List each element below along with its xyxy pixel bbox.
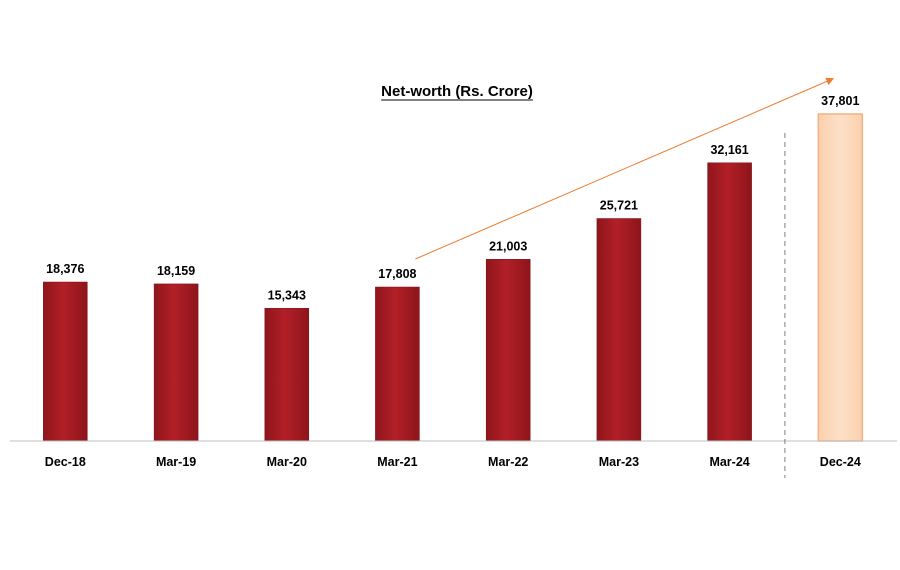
- bar-mar-20: [264, 308, 310, 442]
- bar-mar-19: [153, 283, 199, 442]
- data-label-mar-21: 17,808: [378, 267, 416, 281]
- trend-arrow: [415, 77, 835, 260]
- bar-mar-23: [596, 218, 642, 442]
- bar-mar-21: [375, 286, 420, 442]
- data-label-mar-22: 21,003: [489, 239, 527, 253]
- bar-mar-24: [707, 162, 752, 442]
- chart-title: Net-worth (Rs. Crore): [381, 83, 533, 100]
- bar-dec-24: [817, 113, 864, 442]
- data-label-mar-23: 25,721: [600, 199, 638, 213]
- x-tick-mar-24: Mar-24: [709, 455, 749, 469]
- data-labels-layer: 18,376 18,159 15,343 17,808 21,003 25,721 32,1…: [46, 94, 859, 302]
- x-tick-dec-18: Dec-18: [45, 455, 86, 469]
- x-axis-ticks-layer: Dec-18 Mar-19 Mar-20 Mar-21 Mar-22 Mar-23 Mar-…: [45, 455, 861, 469]
- data-label-dec-18: 18,376: [46, 262, 84, 276]
- bars-layer: [43, 113, 864, 442]
- x-tick-mar-19: Mar-19: [156, 455, 196, 469]
- x-tick-mar-21: Mar-21: [377, 455, 417, 469]
- x-tick-mar-20: Mar-20: [267, 455, 307, 469]
- data-label-mar-20: 15,343: [268, 288, 306, 302]
- data-label-mar-19: 18,159: [157, 264, 195, 278]
- x-tick-dec-24: Dec-24: [820, 455, 861, 469]
- bar-dec-18: [43, 281, 88, 442]
- x-tick-mar-22: Mar-22: [488, 455, 528, 469]
- x-tick-mar-23: Mar-23: [599, 455, 639, 469]
- bar-mar-22: [485, 259, 531, 442]
- data-label-mar-24: 32,161: [710, 143, 748, 157]
- data-label-dec-24: 37,801: [821, 94, 859, 108]
